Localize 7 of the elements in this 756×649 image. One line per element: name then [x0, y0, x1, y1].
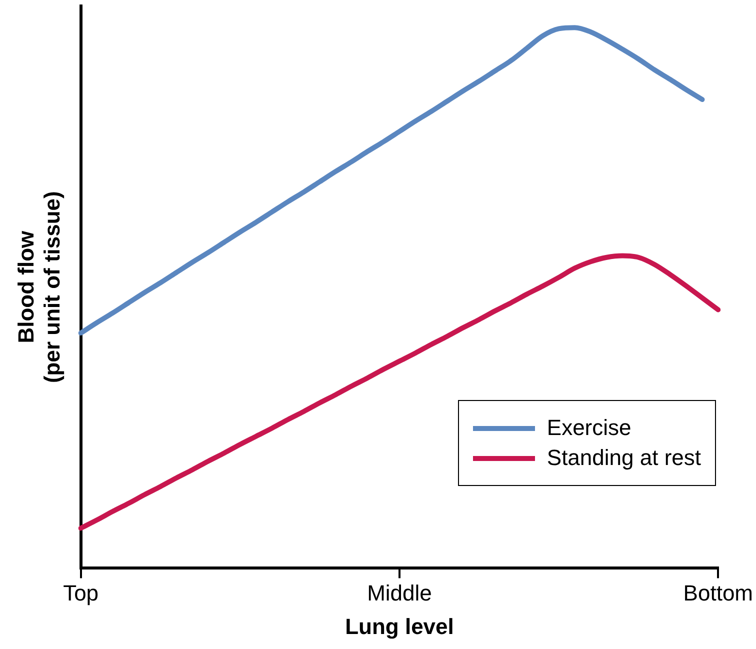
x-tick-label: Middle — [367, 580, 432, 606]
x-axis-title: Lung level — [345, 614, 454, 639]
x-tick-label: Top — [63, 580, 99, 606]
y-axis-title: Blood flow (per unit of tissue) — [13, 191, 65, 384]
legend-label: Standing at rest — [546, 445, 701, 471]
x-tick-label: Bottom — [683, 580, 754, 606]
legend-label: Exercise — [546, 415, 632, 441]
